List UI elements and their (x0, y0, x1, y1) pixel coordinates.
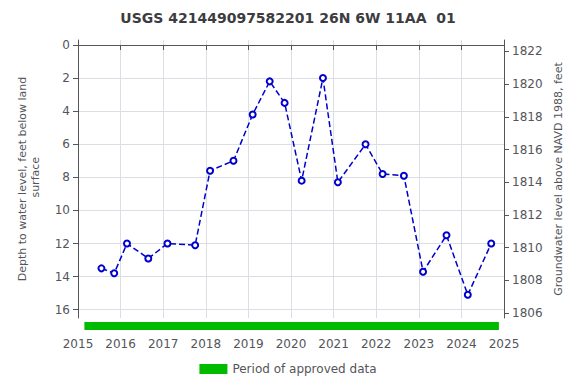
svg-text:Period of approved data: Period of approved data (232, 362, 376, 376)
svg-text:2: 2 (62, 71, 70, 85)
svg-text:10: 10 (55, 203, 70, 217)
svg-text:12: 12 (55, 237, 70, 251)
svg-text:2015: 2015 (63, 337, 94, 351)
svg-text:6: 6 (62, 137, 70, 151)
svg-text:2023: 2023 (404, 337, 435, 351)
svg-text:2025: 2025 (489, 337, 520, 351)
svg-text:1820: 1820 (512, 77, 543, 91)
svg-text:1814: 1814 (512, 175, 543, 189)
svg-text:Depth to water level, feet bel: Depth to water level, feet below land (16, 77, 29, 282)
svg-text:2018: 2018 (191, 337, 222, 351)
svg-text:1812: 1812 (512, 208, 543, 222)
svg-text:2022: 2022 (361, 337, 392, 351)
svg-text:1806: 1806 (512, 306, 543, 320)
svg-text:1818: 1818 (512, 110, 543, 124)
svg-text:2017: 2017 (148, 337, 179, 351)
svg-text:2024: 2024 (446, 337, 477, 351)
svg-text:2020: 2020 (276, 337, 307, 351)
svg-text:Groundwater level above NAVD 1: Groundwater level above NAVD 1988, feet (552, 62, 565, 296)
svg-text:1808: 1808 (512, 273, 543, 287)
svg-text:2016: 2016 (105, 337, 136, 351)
svg-text:1816: 1816 (512, 143, 543, 157)
svg-text:1810: 1810 (512, 241, 543, 255)
svg-text:0: 0 (62, 38, 70, 52)
svg-text:4: 4 (62, 104, 70, 118)
svg-text:2021: 2021 (318, 337, 349, 351)
svg-text:8: 8 (62, 170, 70, 184)
svg-text:2019: 2019 (233, 337, 264, 351)
svg-text:1822: 1822 (512, 44, 543, 58)
svg-text:16: 16 (55, 303, 70, 317)
svg-text:surface: surface (29, 157, 42, 201)
svg-text:14: 14 (55, 270, 70, 284)
svg-text:USGS 421449097582201 26N 6W 11: USGS 421449097582201 26N 6W 11AA 01 (120, 10, 455, 26)
